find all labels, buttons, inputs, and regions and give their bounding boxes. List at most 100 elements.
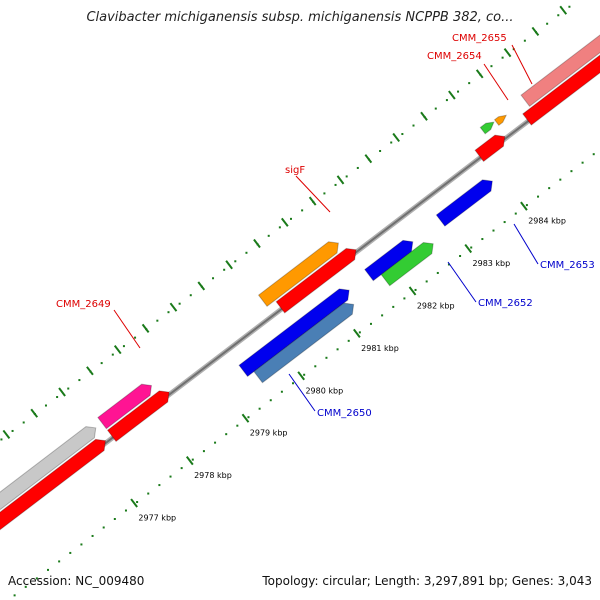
inner-guide-dot: [381, 314, 384, 317]
gene-label: CMM_2650: [317, 408, 372, 419]
tick-mark: [464, 243, 473, 254]
inner-guide-dot: [280, 390, 283, 393]
tick-label: 2981 kbp: [361, 344, 399, 353]
inner-guide-dot: [191, 458, 194, 461]
outer-tick-mark: [86, 366, 94, 376]
gene-label-leader: [511, 44, 533, 85]
inner-guide-dot: [414, 288, 417, 291]
inner-guide-dot: [403, 297, 406, 300]
inner-guide-dot: [570, 170, 573, 173]
outer-guide-dot: [501, 56, 504, 59]
inner-guide-dot: [559, 178, 562, 181]
outer-guide-dot: [78, 379, 81, 382]
tick-mark: [185, 456, 194, 466]
gene-label: CMM_2649: [56, 299, 111, 310]
inner-guide-dot: [592, 153, 595, 156]
gene-arrow-steelblue: [253, 302, 355, 384]
outer-tick-mark: [253, 238, 261, 249]
inner-guide-dot: [269, 399, 272, 402]
inner-guide-dot: [214, 441, 217, 444]
map-title: Clavibacter michiganensis subsp. michiga…: [86, 10, 514, 25]
tick-label: 2982 kbp: [417, 301, 455, 310]
inner-guide-dot: [537, 195, 540, 198]
inner-guide-dot: [169, 475, 172, 478]
outer-guide-dot: [56, 396, 59, 399]
tick-mark: [130, 498, 138, 508]
outer-guide-dot: [490, 65, 493, 68]
outer-guide-dot: [189, 294, 192, 297]
outer-guide-dot: [289, 217, 292, 220]
outer-guide-dot: [11, 429, 14, 432]
inner-guide-dot: [392, 305, 395, 308]
outer-guide-dot: [301, 209, 304, 212]
gene-arrow-pink: [97, 383, 152, 430]
outer-tick-mark: [559, 5, 568, 15]
tick-mark: [353, 328, 361, 338]
outer-guide-dot: [178, 302, 181, 305]
gene-label-leader: [295, 175, 331, 213]
inner-guide-dot: [258, 407, 261, 410]
outer-tick-mark: [475, 69, 484, 79]
inner-guide-dot: [548, 187, 551, 190]
outer-guide-dot: [22, 421, 25, 424]
inner-guide-dot: [347, 339, 350, 342]
outer-guide-dot: [523, 39, 526, 42]
outer-tick-mark: [169, 302, 178, 312]
gene-label-leader: [513, 223, 539, 265]
gene-arrow-red: [106, 390, 170, 443]
gene-label: CMM_2655: [452, 33, 507, 44]
inner-guide-dot: [69, 551, 72, 554]
gene-arrow-lightpink: [520, 34, 600, 107]
tick-mark: [241, 413, 250, 423]
outer-guide-dot: [234, 260, 237, 263]
outer-guide-dot: [223, 268, 226, 271]
outer-guide-dot: [334, 183, 337, 186]
outer-tick-mark: [113, 344, 122, 355]
inner-guide-dot: [180, 467, 183, 470]
gene-arrow-green: [380, 241, 434, 287]
gene-label-leader: [483, 63, 509, 101]
gene-label: CMM_2654: [427, 51, 482, 62]
outer-guide-dot: [445, 99, 448, 102]
inner-guide-dot: [225, 433, 228, 436]
outer-tick-mark: [197, 281, 206, 291]
outer-guide-dot: [134, 336, 137, 339]
inner-guide-dot: [525, 204, 528, 207]
gene-label: sigF: [285, 165, 305, 176]
inner-guide-dot: [147, 492, 150, 495]
inner-guide-dot: [202, 450, 205, 453]
gene-labels: CMM_2655 CMM_2654 sigF CMM_2649 CMM_2653 CMM_…: [56, 33, 595, 419]
tick-label: 2980 kbp: [305, 386, 343, 395]
inner-guide-dot: [358, 331, 361, 334]
tick-mark: [520, 201, 528, 211]
outer-guide-dot: [356, 166, 359, 169]
outer-guide-dot: [345, 175, 348, 178]
inner-guide-dot: [124, 509, 127, 512]
inner-guide-dot: [481, 238, 484, 241]
gene-arrow-gray: [0, 426, 97, 511]
gene-label-leader: [288, 373, 316, 412]
outer-guide-dot: [111, 353, 114, 356]
gene-arrow-orange-small: [493, 114, 508, 126]
outer-tick-mark: [280, 217, 289, 227]
tick-label: 2979 kbp: [250, 429, 288, 438]
inner-guide-dot: [113, 518, 116, 521]
outer-tick-mark: [308, 196, 317, 206]
outer-guide-dot: [212, 277, 215, 280]
inner-guide-dot: [158, 484, 161, 487]
gene-label: CMM_2653: [540, 260, 595, 271]
outer-guide-dot: [44, 404, 47, 407]
outer-guide-dot: [412, 124, 415, 127]
outer-guide-dot: [379, 149, 382, 152]
outer-guide-dot: [434, 107, 437, 110]
inner-guide-dot: [80, 543, 83, 546]
gene-arrow-blue: [238, 288, 350, 378]
outer-guide-dot: [167, 311, 170, 314]
gene-arrow-red: [474, 134, 506, 163]
gene-arrow-green: [479, 121, 495, 135]
tick-label: 2977 kbp: [138, 514, 176, 523]
outer-guide-dot: [245, 251, 248, 254]
outer-guide-dot: [546, 22, 549, 25]
outer-guide-dot: [0, 438, 3, 441]
inner-guide-dot: [492, 229, 495, 232]
